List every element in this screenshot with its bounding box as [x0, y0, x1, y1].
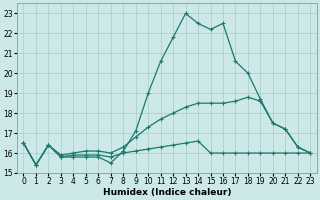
X-axis label: Humidex (Indice chaleur): Humidex (Indice chaleur) [103, 188, 231, 197]
